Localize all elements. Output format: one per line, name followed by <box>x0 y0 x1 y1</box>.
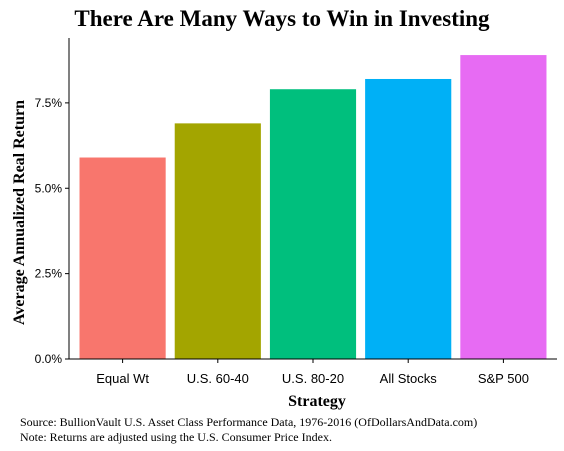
x-ticks: Equal Wt U.S. 60-40 U.S. 80-20 All Stocks S&… <box>96 359 529 386</box>
bar-3 <box>365 78 452 359</box>
bar-0 <box>79 157 166 359</box>
y-tick-label: 5.0% <box>35 181 63 195</box>
x-tick-label: U.S. 80-20 <box>282 371 344 386</box>
source-note: Source: BullionVault U.S. Asset Class Pe… <box>20 415 478 429</box>
x-tick-label: Equal Wt <box>96 371 149 386</box>
y-tick-label: 2.5% <box>35 267 63 281</box>
bars-layer <box>79 55 547 360</box>
x-axis-label: Strategy <box>288 393 346 410</box>
y-tick-label: 7.5% <box>35 96 63 110</box>
x-tick-label: S&P 500 <box>478 371 529 386</box>
y-ticks: 0.0% 2.5% 5.0% 7.5% <box>35 96 69 366</box>
chart-title: There Are Many Ways to Win in Investing <box>74 6 490 31</box>
adjustment-note: Note: Returns are adjusted using the U.S… <box>20 430 332 444</box>
y-axis-label: Average Annualized Real Return <box>11 100 28 325</box>
bar-2 <box>269 89 357 359</box>
bar-4 <box>460 55 547 359</box>
x-tick-label: U.S. 60-40 <box>187 371 249 386</box>
bar-1 <box>174 123 261 360</box>
x-tick-label: All Stocks <box>380 371 438 386</box>
y-tick-label: 0.0% <box>35 352 63 366</box>
